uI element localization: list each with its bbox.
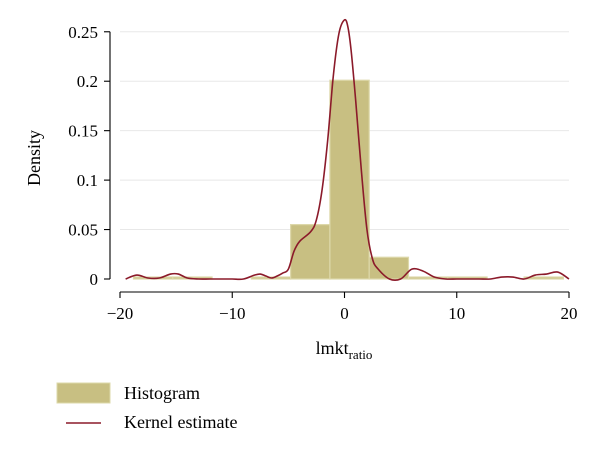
x-tick-label: −20 [107, 304, 134, 323]
x-axis-label-main: lmkt [316, 338, 349, 358]
tick-marks: 0 0.05 0.1 0.15 0.2 0.25 −20 −10 0 10 20 [68, 23, 577, 323]
legend-histogram-swatch [56, 382, 111, 404]
legend-kernel-label: Kernel estimate [124, 412, 237, 432]
y-tick-label: 0.15 [68, 122, 98, 141]
x-axis-label-subscript: ratio [349, 347, 373, 362]
x-tick-label: 20 [561, 304, 578, 323]
y-tick-label: 0.25 [68, 23, 98, 42]
x-axis-label: lmktratio [316, 338, 373, 362]
y-tick-label: 0.2 [77, 72, 98, 91]
y-tick-label: 0.1 [77, 171, 98, 190]
x-tick-label: −10 [219, 304, 246, 323]
histogram-bar [329, 79, 370, 280]
y-axis-label: Density [24, 130, 44, 186]
legend-histogram-label: Histogram [124, 383, 200, 403]
y-tick-label: 0 [90, 270, 99, 289]
x-tick-label: 0 [340, 304, 349, 323]
x-tick-label: 10 [448, 304, 465, 323]
histogram-bar [368, 256, 410, 280]
kernel-estimate-line [125, 18, 570, 282]
legend: Histogram Kernel estimate [56, 382, 237, 432]
histogram-bar [523, 276, 564, 280]
y-tick-label: 0.05 [68, 221, 98, 240]
